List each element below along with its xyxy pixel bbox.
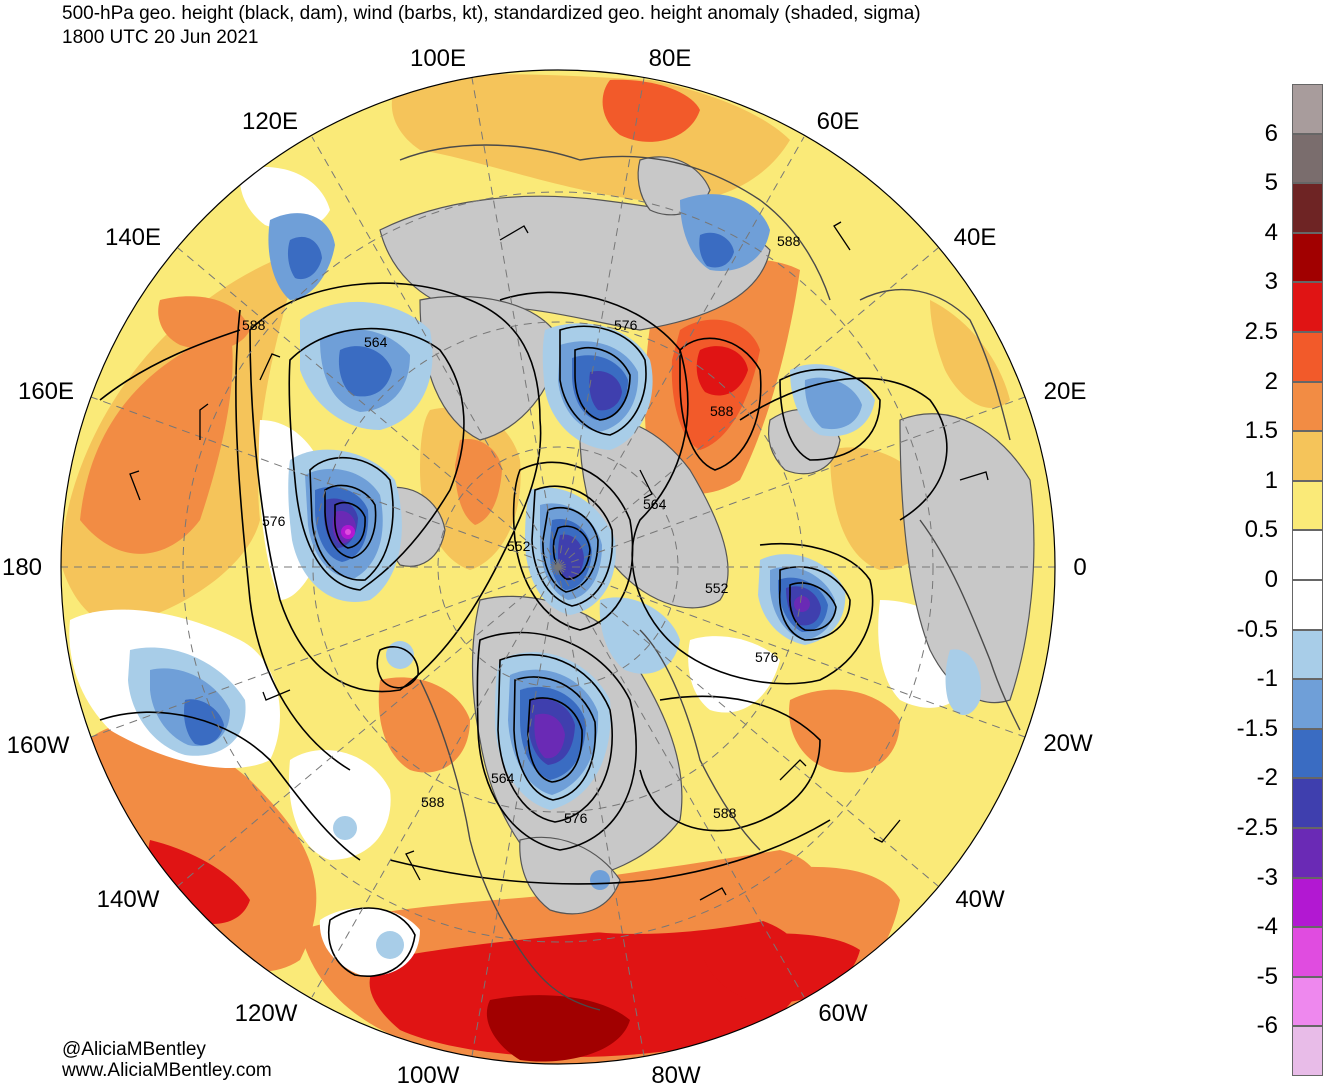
colorbar-label: 2.5 — [1244, 318, 1278, 345]
colorbar-segment — [1292, 1026, 1323, 1076]
colorbar-label: -1 — [1256, 665, 1278, 693]
height-contours — [99, 282, 948, 977]
contour-label: 564 — [491, 770, 515, 786]
contour-label: 552 — [705, 580, 729, 596]
colorbar-segment — [1292, 530, 1323, 580]
colorbar-segment — [1292, 629, 1323, 680]
colorbar-label: -6 — [1256, 1012, 1278, 1040]
colorbar-label: 3 — [1264, 268, 1278, 296]
longitude-label-0: 0 — [1073, 554, 1087, 581]
colorbar-segment — [1292, 480, 1323, 531]
longitude-label-20e: 20E — [1043, 378, 1087, 405]
contour-label: 576 — [614, 317, 638, 333]
contour-label: 552 — [507, 538, 531, 554]
longitude-label-60w: 60W — [818, 1000, 868, 1027]
longitude-label-80e: 80E — [648, 45, 692, 72]
contour-label: 576 — [564, 810, 588, 826]
longitude-label-120w: 120W — [234, 1000, 298, 1027]
colorbar-label: 2 — [1264, 367, 1278, 395]
longitude-label-140e: 140E — [104, 224, 162, 251]
longitude-label-60e: 60E — [816, 108, 860, 135]
longitude-label-20w: 20W — [1043, 730, 1093, 757]
coastlines — [399, 144, 1021, 1011]
longitude-label-180: 180 — [1, 554, 43, 581]
wind-barbs — [129, 221, 989, 901]
credit-website: www.AliciaMBentley.com — [62, 1060, 272, 1081]
contour-label: 564 — [364, 334, 388, 350]
longitude-label-120e: 120E — [241, 108, 299, 135]
colorbar-segment — [1292, 580, 1323, 630]
colorbar-segment — [1292, 877, 1323, 928]
colorbar-label: -2 — [1256, 764, 1278, 792]
colorbar — [1292, 84, 1323, 1076]
colorbar-segment — [1292, 84, 1323, 134]
graticule — [61, 77, 1055, 1057]
contour-label: 588 — [710, 403, 734, 419]
colorbar-label: -2.5 — [1236, 814, 1278, 841]
longitude-label-80w: 80W — [651, 1062, 701, 1089]
valid-time: 1800 UTC 20 Jun 2021 — [62, 27, 259, 48]
colorbar-label: 5 — [1264, 169, 1278, 197]
colorbar-label: 0 — [1264, 566, 1278, 593]
colorbar-label: -1.5 — [1236, 714, 1278, 742]
longitude-label-100w: 100W — [396, 1062, 460, 1089]
contour-label: 576 — [262, 513, 286, 529]
colorbar-segment — [1292, 679, 1323, 729]
contour-label: 588 — [713, 805, 737, 821]
longitude-label-160w: 160W — [6, 732, 70, 759]
colorbar-segment — [1292, 282, 1323, 332]
longitude-label-160e: 160E — [17, 378, 75, 405]
colorbar-segment — [1292, 728, 1323, 779]
colorbar-label: -3 — [1256, 863, 1278, 891]
credit-handle: @AliciaMBentley — [62, 1039, 206, 1060]
longitude-label-140w: 140W — [96, 886, 160, 913]
colorbar-segment — [1292, 332, 1323, 382]
colorbar-segment — [1292, 927, 1323, 977]
colorbar-label: 1.5 — [1244, 417, 1278, 445]
contour-label: 576 — [755, 649, 779, 665]
contour-label: 564 — [643, 496, 667, 512]
colorbar-segment — [1292, 183, 1323, 233]
colorbar-segment — [1292, 232, 1323, 283]
colorbar-label: -4 — [1256, 913, 1278, 941]
longitude-label-40w: 40W — [955, 886, 1005, 913]
colorbar-label: 1 — [1264, 466, 1278, 494]
colorbar-segment — [1292, 976, 1323, 1027]
colorbar-label: 4 — [1264, 218, 1278, 246]
contour-label: 588 — [421, 794, 445, 810]
contour-label: 588 — [242, 317, 266, 333]
colorbar-label: 6 — [1264, 119, 1278, 147]
colorbar-segment — [1292, 381, 1323, 432]
longitude-label-100e: 100E — [409, 45, 467, 72]
longitude-label-40e: 40E — [953, 224, 997, 251]
colorbar-segment — [1292, 431, 1323, 481]
colorbar-label: 0.5 — [1244, 516, 1278, 544]
colorbar-segment — [1292, 828, 1323, 878]
colorbar-label: -5 — [1256, 962, 1278, 990]
colorbar-segment — [1292, 778, 1323, 828]
colorbar-segment — [1292, 133, 1323, 184]
map-title: 500-hPa geo. height (black, dam), wind (… — [62, 3, 921, 24]
contour-label: 588 — [777, 233, 801, 249]
map-border — [60, 69, 1056, 1065]
colorbar-label: -0.5 — [1236, 615, 1278, 643]
